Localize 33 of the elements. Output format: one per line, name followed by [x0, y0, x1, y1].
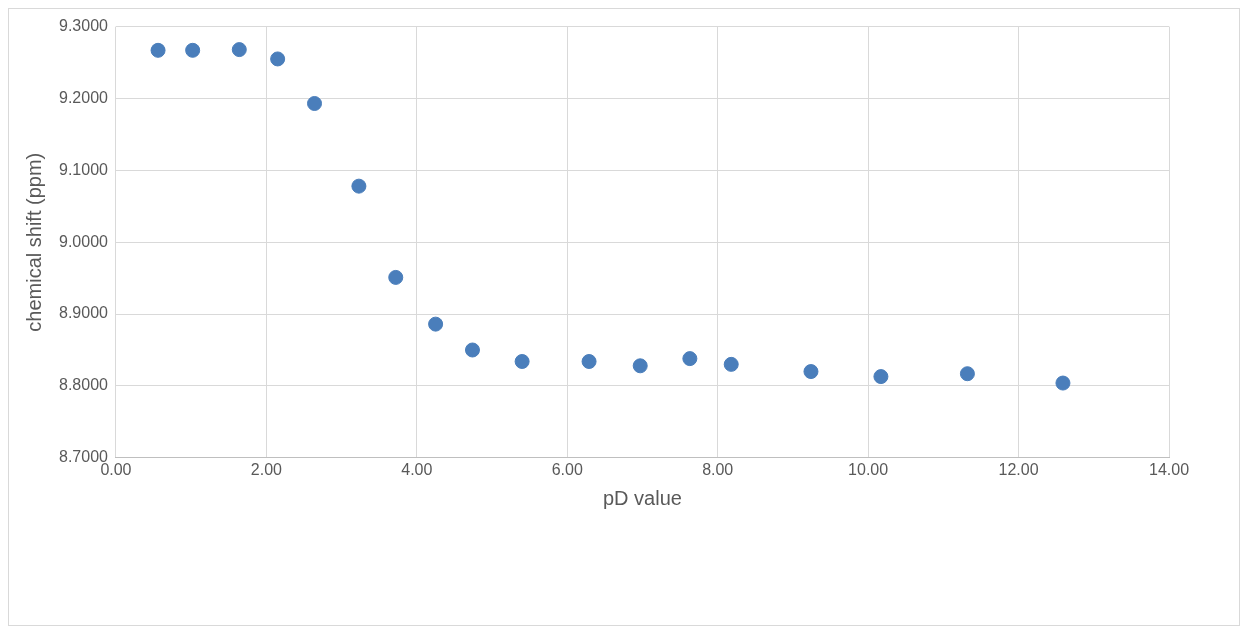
- point: [428, 316, 444, 332]
- point: [1055, 375, 1071, 391]
- point: [723, 356, 739, 372]
- point: [581, 354, 597, 369]
- point: [682, 351, 698, 367]
- point: [351, 178, 367, 194]
- point: [185, 42, 201, 58]
- y-tick-label: 9.0000: [59, 232, 109, 250]
- point: [873, 369, 889, 385]
- y-tick-label: 8.9000: [59, 304, 109, 322]
- x-tick-label: 2.00: [250, 460, 283, 478]
- point: [150, 42, 166, 58]
- point: [632, 358, 648, 374]
- point: [464, 342, 480, 358]
- point: [514, 354, 530, 369]
- y-axis-title: chemical shift (ppm): [22, 152, 45, 332]
- x-tick-label: 10.00: [848, 460, 889, 478]
- x-tick-label: 4.00: [401, 460, 433, 478]
- point: [803, 364, 819, 380]
- point: [307, 96, 323, 111]
- x-tick-label: 6.00: [551, 460, 583, 478]
- point: [959, 366, 975, 382]
- x-tick-label: 14.00: [1148, 460, 1190, 478]
- x-axis-title: pD value: [603, 486, 682, 509]
- point: [388, 269, 404, 285]
- y-tick-label: 8.8000: [59, 376, 109, 394]
- y-tick-label: 9.2000: [59, 88, 109, 106]
- point: [270, 51, 286, 67]
- y-tick-label: 9.1000: [59, 160, 109, 178]
- y-tick-label: 9.3000: [59, 17, 109, 35]
- x-tick-label: 8.00: [702, 460, 734, 478]
- point: [231, 42, 247, 58]
- x-tick-label: 12.00: [998, 460, 1039, 478]
